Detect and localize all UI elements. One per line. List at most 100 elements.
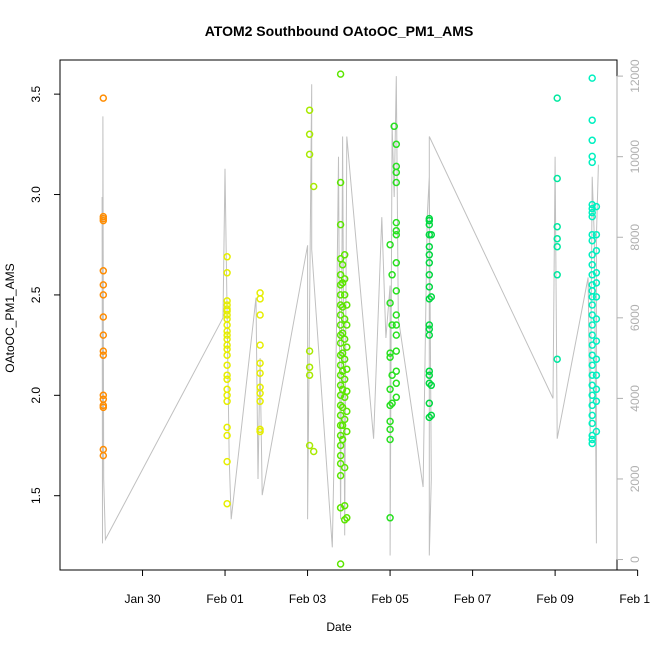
data-point <box>386 435 394 444</box>
data-point <box>336 271 345 279</box>
data-point <box>425 399 434 408</box>
data-point <box>553 271 561 279</box>
x-axis-label: Date <box>326 620 352 634</box>
data-point <box>392 321 401 329</box>
data-point <box>99 403 108 412</box>
data-point <box>338 279 347 287</box>
data-point <box>392 140 401 149</box>
data-point <box>386 240 394 249</box>
data-point <box>223 361 231 369</box>
data-point <box>336 351 345 359</box>
data-point <box>256 369 264 377</box>
data-point <box>392 367 401 375</box>
data-point <box>592 355 601 363</box>
data-point <box>425 271 434 279</box>
data-point <box>305 130 314 139</box>
data-point <box>592 202 601 211</box>
right-tick-label: 0 <box>628 556 642 563</box>
data-point <box>99 291 108 299</box>
data-point <box>256 389 264 398</box>
data-point <box>588 371 596 379</box>
data-point <box>99 216 108 225</box>
data-point <box>223 269 231 277</box>
data-point <box>553 234 561 243</box>
data-point <box>256 397 264 406</box>
data-point <box>99 391 108 400</box>
data-point <box>588 208 596 217</box>
point-group-4 <box>386 122 401 522</box>
data-point <box>343 343 351 351</box>
data-point <box>425 413 434 422</box>
data-point <box>390 122 398 131</box>
data-point <box>392 379 401 388</box>
data-point <box>392 287 401 295</box>
x-tick-label: Feb 11 <box>619 592 650 606</box>
data-point <box>392 347 401 355</box>
data-point <box>338 435 347 444</box>
right-tick-label: 8000 <box>628 224 642 251</box>
altitude-series <box>101 76 599 556</box>
data-point <box>388 371 396 379</box>
data-point <box>336 281 345 289</box>
data-point <box>223 331 231 339</box>
data-point <box>427 230 436 239</box>
data-point <box>336 331 345 339</box>
data-point <box>340 516 349 524</box>
data-point <box>388 271 396 279</box>
altitude-line <box>101 76 599 556</box>
data-point <box>588 321 596 329</box>
point-group-5 <box>425 214 436 422</box>
data-point <box>223 253 231 261</box>
data-point <box>592 293 601 301</box>
data-point <box>340 275 349 283</box>
data-point <box>388 399 396 408</box>
right-tick-label: 12000 <box>628 59 642 93</box>
data-point <box>588 381 596 390</box>
data-point <box>392 162 401 171</box>
data-point <box>386 514 394 522</box>
data-point <box>588 301 596 309</box>
y-tick-label: 1.5 <box>29 487 43 504</box>
data-point <box>588 435 596 444</box>
data-point <box>425 216 434 225</box>
data-point <box>386 417 394 426</box>
plot-frame <box>59 59 618 571</box>
data-point <box>340 315 349 323</box>
x-tick-label: Feb 01 <box>206 592 244 606</box>
data-point <box>425 295 434 303</box>
point-group-7 <box>588 74 601 448</box>
data-point <box>343 387 351 396</box>
data-point <box>336 291 345 299</box>
data-point <box>336 220 345 229</box>
data-point <box>343 321 351 329</box>
data-point <box>392 311 401 319</box>
data-point <box>588 361 596 369</box>
data-point <box>336 431 345 440</box>
data-point <box>336 411 345 420</box>
y-tick-label: 3.5 <box>29 85 43 102</box>
y-axis: 1.5 2.0 2.5 3.0 3.5 <box>29 85 61 504</box>
data-point <box>340 501 349 510</box>
data-point <box>256 289 264 297</box>
data-point <box>386 401 394 410</box>
data-point <box>588 212 596 221</box>
data-point <box>425 367 434 375</box>
data-point <box>386 353 394 361</box>
data-point <box>223 499 231 508</box>
data-point <box>392 178 401 187</box>
x-tick-label: Feb 05 <box>371 592 409 606</box>
data-point <box>256 341 264 349</box>
data-point <box>588 331 596 339</box>
point-group-2 <box>305 106 318 456</box>
data-point <box>588 261 596 269</box>
data-point <box>99 347 108 355</box>
data-point <box>305 150 314 159</box>
data-point <box>425 259 434 267</box>
data-point <box>386 299 394 307</box>
data-point <box>309 447 318 456</box>
data-point <box>338 403 347 412</box>
data-point <box>392 393 401 402</box>
data-point <box>592 337 601 345</box>
data-point <box>553 94 561 102</box>
data-point <box>343 407 351 416</box>
